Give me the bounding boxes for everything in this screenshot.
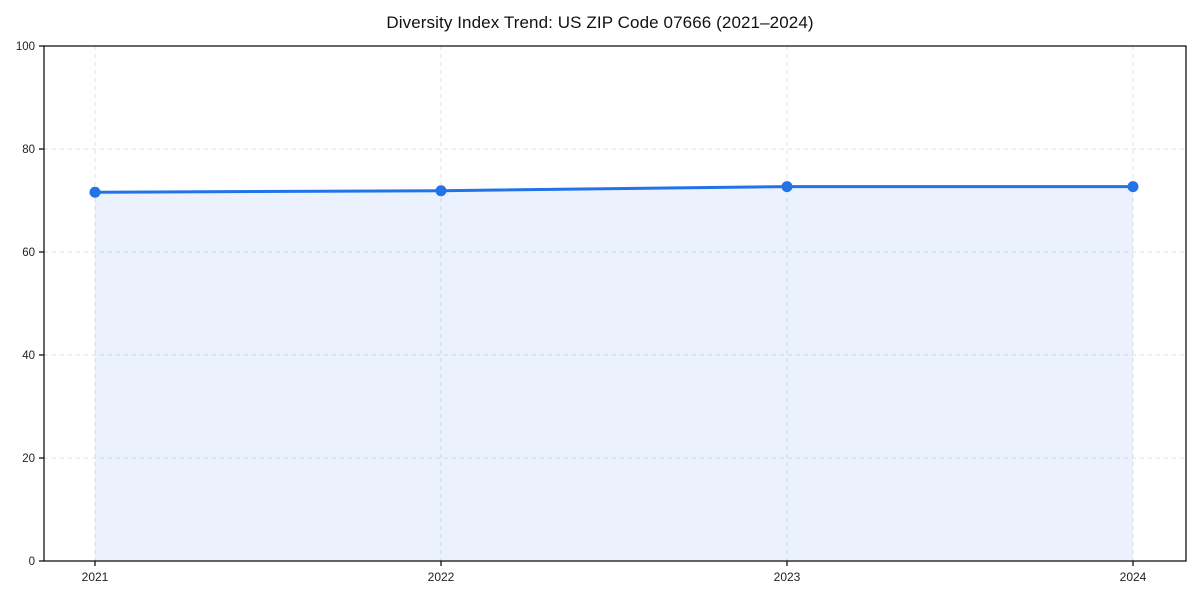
y-tick-label: 0 [29,556,35,568]
x-tick-label: 2023 [774,570,801,584]
y-tick-label: 40 [22,350,35,362]
y-tick-label: 20 [22,453,35,465]
chart-title: Diversity Index Trend: US ZIP Code 07666… [386,13,814,32]
y-tick-label: 100 [16,41,35,53]
data-point [89,186,101,198]
data-point [781,181,793,193]
x-tick-label: 2021 [82,570,109,584]
trend-line [93,185,1135,194]
area-fill [95,186,1133,561]
x-tick-label: 2024 [1120,570,1147,584]
data-point [435,185,447,197]
y-tick-label: 80 [22,144,35,156]
axes-frame [43,45,1187,562]
data-point [1127,181,1139,193]
y-tick-label: 60 [22,247,35,259]
x-tick-label: 2022 [428,570,455,584]
